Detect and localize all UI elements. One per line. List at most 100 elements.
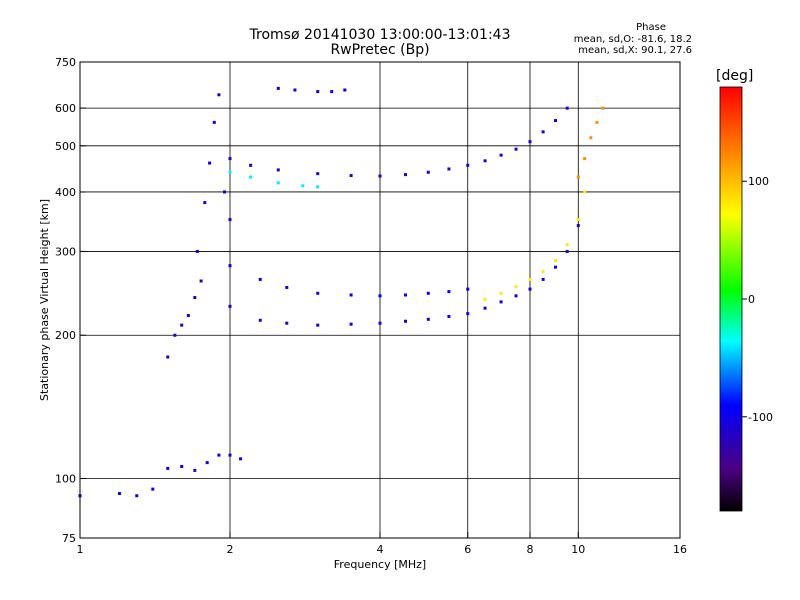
x-tick-label: 6 bbox=[464, 543, 471, 556]
data-point bbox=[565, 249, 569, 253]
data-point bbox=[135, 494, 139, 498]
y-tick-label: 100 bbox=[55, 473, 76, 486]
y-tick-label: 75 bbox=[62, 532, 76, 545]
y-axis-label: Stationary phase Virtual Height [km] bbox=[38, 199, 51, 401]
data-point bbox=[403, 293, 407, 297]
data-point bbox=[301, 184, 305, 188]
data-point bbox=[193, 468, 197, 472]
data-point bbox=[466, 312, 470, 316]
data-point bbox=[193, 296, 197, 300]
data-point bbox=[553, 265, 557, 269]
data-point bbox=[316, 323, 320, 327]
data-point bbox=[499, 153, 503, 157]
data-point bbox=[285, 285, 289, 289]
data-point bbox=[285, 321, 289, 325]
data-point bbox=[403, 173, 407, 177]
x-axis-label: Frequency [MHz] bbox=[334, 558, 426, 571]
data-point bbox=[199, 279, 203, 283]
data-point bbox=[228, 264, 232, 268]
data-point bbox=[447, 167, 451, 171]
colorbar-tick-label: 100 bbox=[748, 175, 769, 188]
data-point bbox=[343, 88, 347, 92]
data-point bbox=[466, 287, 470, 291]
data-point bbox=[276, 181, 280, 185]
data-point bbox=[426, 291, 430, 295]
data-point bbox=[208, 161, 212, 165]
x-tick-label: 2 bbox=[227, 543, 234, 556]
data-point bbox=[601, 106, 605, 110]
y-tick-label: 300 bbox=[55, 245, 76, 258]
data-point bbox=[349, 174, 353, 178]
x-tick-label: 16 bbox=[673, 543, 687, 556]
data-point bbox=[528, 287, 532, 291]
colorbar-unit: [deg] bbox=[716, 68, 754, 84]
colorbar-tick-label: -100 bbox=[748, 411, 773, 424]
colorbar bbox=[719, 86, 743, 512]
y-tick-label: 500 bbox=[55, 140, 76, 153]
data-point bbox=[378, 321, 382, 325]
data-point bbox=[483, 297, 487, 301]
data-point bbox=[553, 259, 557, 263]
data-point bbox=[589, 136, 593, 140]
data-point bbox=[514, 147, 518, 151]
grid-lines bbox=[80, 62, 680, 538]
data-point bbox=[195, 249, 199, 253]
data-point bbox=[205, 461, 209, 465]
y-tick-label: 200 bbox=[55, 329, 76, 342]
data-point bbox=[378, 294, 382, 298]
data-point bbox=[483, 306, 487, 310]
data-point bbox=[316, 185, 320, 189]
x-tick-label: 4 bbox=[377, 543, 384, 556]
data-point bbox=[186, 314, 190, 318]
phase-stats-o: mean, sd,O: -81.6, 18.2 bbox=[573, 34, 692, 45]
data-point bbox=[541, 130, 545, 134]
data-point bbox=[203, 201, 207, 205]
colorbar-tick-label: 0 bbox=[748, 293, 755, 306]
data-point bbox=[180, 323, 184, 327]
data-point bbox=[228, 453, 232, 457]
data-point bbox=[499, 300, 503, 304]
data-point bbox=[228, 218, 232, 222]
data-point bbox=[316, 291, 320, 295]
y-tick-label: 600 bbox=[55, 102, 76, 115]
data-point bbox=[576, 218, 580, 222]
data-point bbox=[565, 106, 569, 110]
y-tick-label: 400 bbox=[55, 186, 76, 199]
data-point bbox=[276, 86, 280, 90]
data-point bbox=[249, 163, 253, 167]
data-point bbox=[217, 453, 221, 457]
chart-title: Tromsø 20141030 13:00:00-13:01:43 bbox=[249, 27, 511, 43]
data-point bbox=[276, 168, 280, 172]
phase-stats-x: mean, sd,X: 90.1, 27.6 bbox=[578, 45, 692, 56]
data-point bbox=[228, 157, 232, 161]
data-point bbox=[514, 294, 518, 298]
data-point bbox=[258, 277, 262, 281]
data-point bbox=[514, 285, 518, 289]
colorbar-ticks: 100 0 -100 bbox=[742, 175, 773, 424]
data-point bbox=[483, 159, 487, 163]
data-point bbox=[426, 170, 430, 174]
data-point bbox=[330, 90, 334, 94]
data-point bbox=[180, 464, 184, 468]
data-point bbox=[349, 322, 353, 326]
data-point bbox=[166, 466, 170, 470]
data-point bbox=[403, 319, 407, 323]
data-point bbox=[228, 170, 232, 174]
data-point bbox=[316, 90, 320, 94]
data-point bbox=[228, 304, 232, 308]
data-point bbox=[553, 119, 557, 123]
data-point bbox=[212, 120, 216, 124]
data-point bbox=[499, 291, 503, 295]
data-points bbox=[78, 86, 605, 498]
data-point bbox=[166, 355, 170, 359]
data-point bbox=[447, 290, 451, 294]
data-point bbox=[528, 277, 532, 281]
data-point bbox=[173, 333, 177, 337]
data-point bbox=[528, 140, 532, 144]
data-point bbox=[583, 157, 587, 161]
data-point bbox=[576, 175, 580, 179]
x-tick-label: 1 bbox=[77, 543, 84, 556]
chart-subtitle: RwPretec (Bp) bbox=[330, 42, 430, 58]
data-point bbox=[583, 190, 587, 194]
data-point bbox=[576, 224, 580, 228]
